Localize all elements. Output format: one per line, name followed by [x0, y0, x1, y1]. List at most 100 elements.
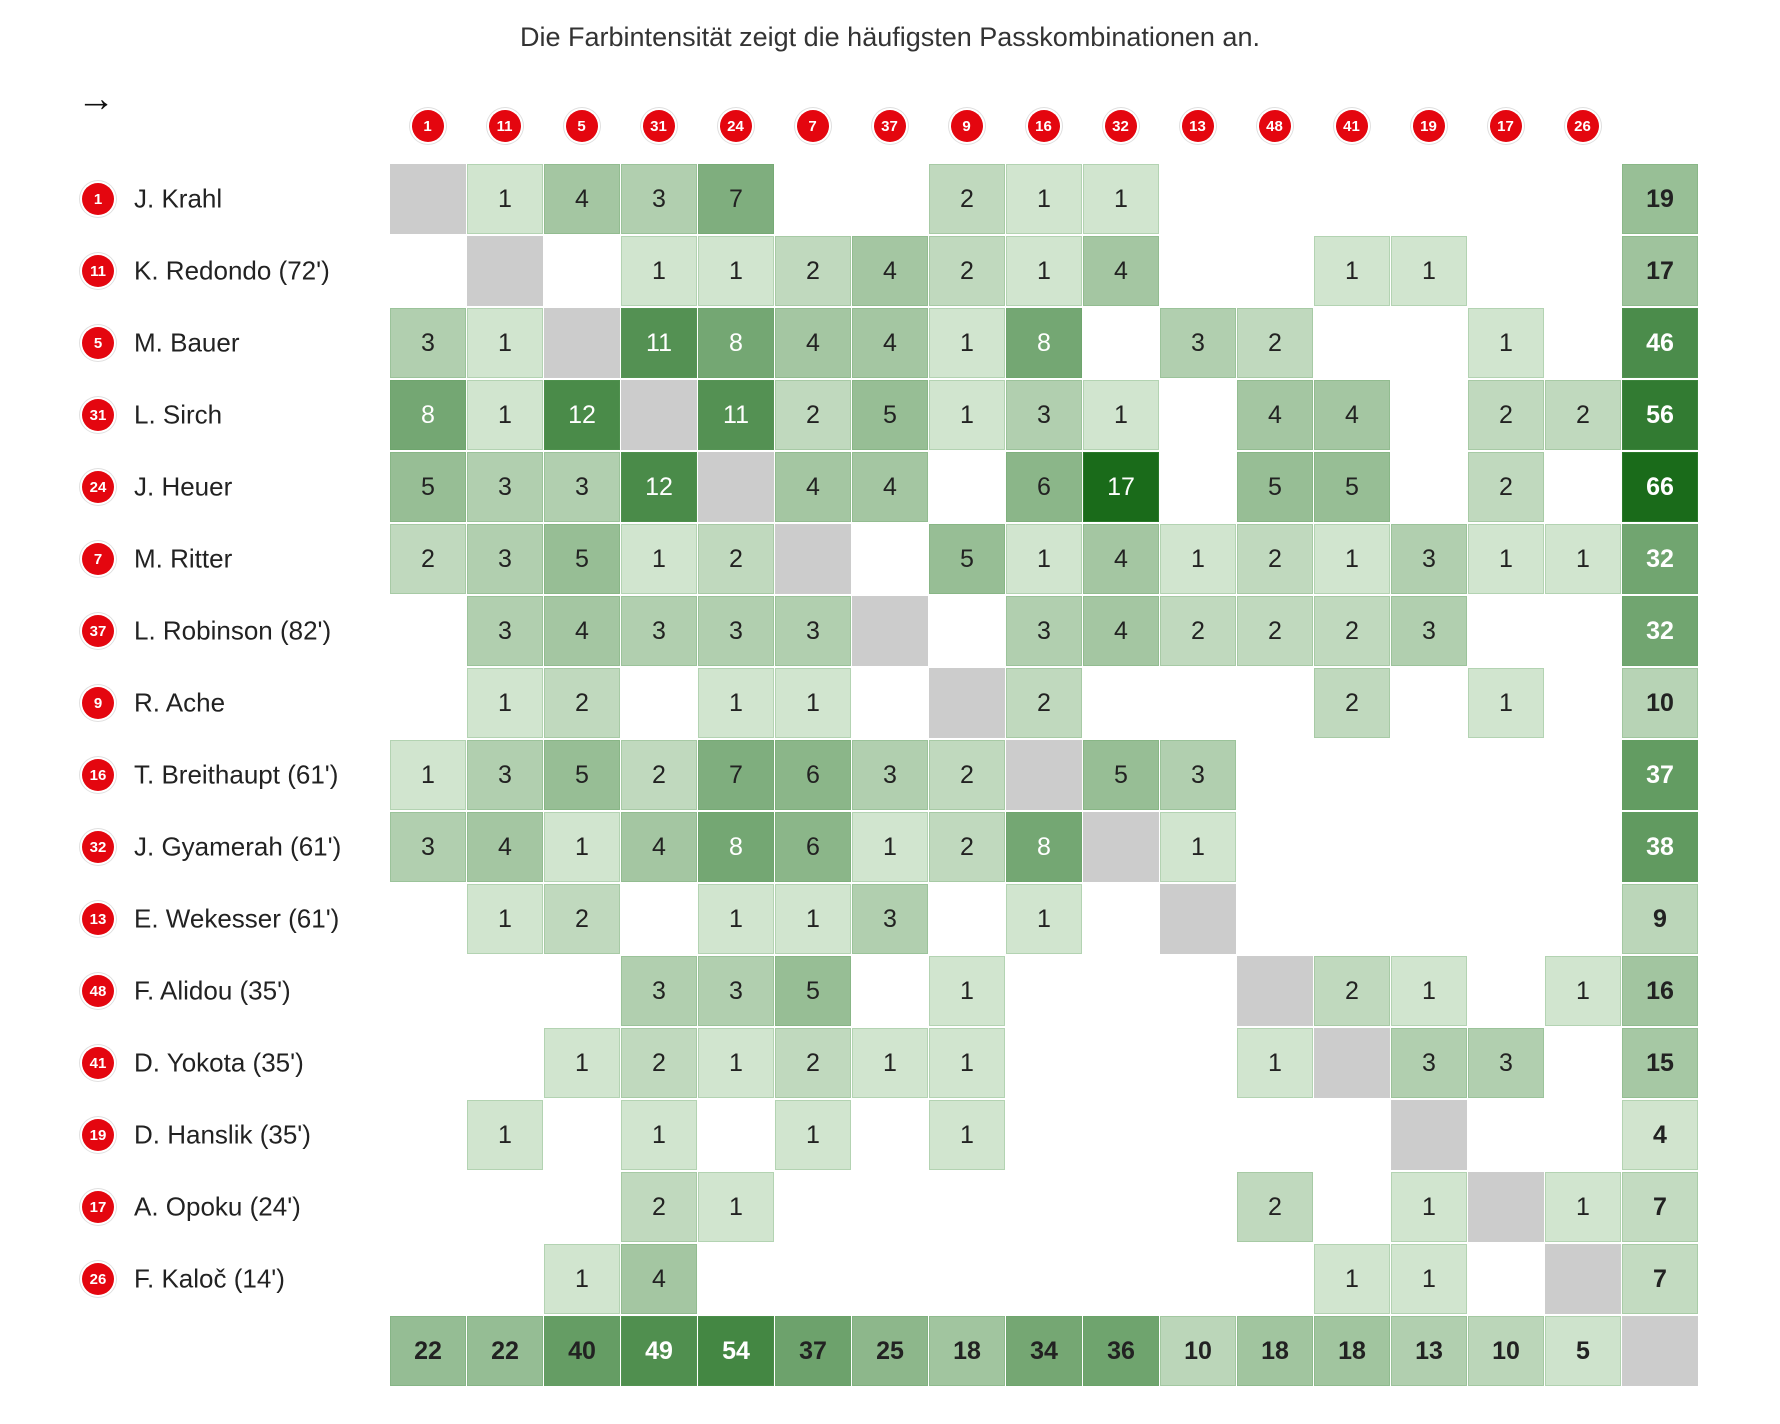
column-total-cell: 36: [1083, 1316, 1159, 1386]
player-name: R. Ache: [134, 687, 226, 718]
pass-count-cell: 4: [852, 236, 928, 306]
row-total-cell: 16: [1622, 956, 1698, 1026]
pass-count-cell: 3: [390, 812, 466, 882]
row-total-cell: 66: [1622, 452, 1698, 522]
pass-count-cell: 2: [1314, 668, 1390, 738]
column-player-badge: 1: [411, 110, 444, 142]
pass-count-cell: 1: [1314, 524, 1390, 594]
pass-count-cell: 1: [621, 1100, 697, 1170]
row-player-badge: 5: [82, 327, 114, 359]
column-player-badge: 17: [1489, 110, 1522, 142]
column-player-badge: 5: [565, 110, 598, 142]
pass-count-cell: 8: [698, 308, 774, 378]
pass-count-cell: 2: [621, 1172, 697, 1242]
pass-count-cell: 12: [621, 452, 697, 522]
pass-count-cell: 2: [1237, 596, 1313, 666]
pass-count-cell: 2: [775, 236, 851, 306]
row-player-badge: 32: [82, 831, 114, 863]
pass-count-cell: 1: [1083, 164, 1159, 234]
pass-count-cell: 2: [544, 884, 620, 954]
pass-count-cell: 3: [467, 596, 543, 666]
pass-count-cell: 2: [1468, 452, 1544, 522]
row-total-cell: 7: [1622, 1244, 1698, 1314]
row-total-cell: 15: [1622, 1028, 1698, 1098]
column-total-cell: 10: [1160, 1316, 1236, 1386]
row-player-badge: 13: [82, 903, 114, 935]
row-player-badge: 7: [82, 543, 114, 575]
pass-count-cell: 4: [1083, 596, 1159, 666]
column-player-badge: 11: [488, 110, 521, 142]
pass-count-cell: 2: [390, 524, 466, 594]
row-player-badge: 16: [82, 759, 114, 791]
row-total-cell: 17: [1622, 236, 1698, 306]
column-total-cell: 22: [390, 1316, 466, 1386]
pass-count-cell: 1: [467, 380, 543, 450]
pass-count-cell: 6: [775, 740, 851, 810]
row-player-badge: 1: [82, 183, 114, 215]
pass-count-cell: 6: [1006, 452, 1082, 522]
row-player-badge: 17: [82, 1191, 114, 1223]
pass-count-cell: 4: [621, 1244, 697, 1314]
row-player-badge: 41: [82, 1047, 114, 1079]
diagonal-cell: [698, 452, 774, 522]
pass-count-cell: 5: [852, 380, 928, 450]
player-name: D. Hanslik (35'): [134, 1119, 311, 1150]
pass-count-cell: 3: [1006, 596, 1082, 666]
pass-count-cell: 2: [621, 1028, 697, 1098]
pass-count-cell: 4: [1237, 380, 1313, 450]
row-player-badge: 19: [82, 1119, 114, 1151]
pass-count-cell: 1: [1006, 884, 1082, 954]
pass-count-cell: 4: [544, 164, 620, 234]
pass-count-cell: 1: [698, 1028, 774, 1098]
diagonal-cell: [1391, 1100, 1467, 1170]
row-player-badge: 37: [82, 615, 114, 647]
pass-count-cell: 2: [1468, 380, 1544, 450]
pass-count-cell: 1: [467, 164, 543, 234]
pass-count-cell: 11: [698, 380, 774, 450]
pass-count-cell: 3: [467, 452, 543, 522]
pass-count-cell: 2: [1545, 380, 1621, 450]
row-total-cell: 9: [1622, 884, 1698, 954]
player-name: J. Heuer: [134, 471, 233, 502]
pass-count-cell: 5: [390, 452, 466, 522]
column-total-cell: 22: [467, 1316, 543, 1386]
pass-count-cell: 4: [1314, 380, 1390, 450]
column-player-badge: 16: [1027, 110, 1060, 142]
player-name: F. Alidou (35'): [134, 975, 291, 1006]
chart-subtitle: Die Farbintensität zeigt die häufigsten …: [520, 22, 1260, 52]
pass-count-cell: 1: [775, 668, 851, 738]
pass-count-cell: 1: [1006, 236, 1082, 306]
pass-count-cell: 1: [1314, 1244, 1390, 1314]
pass-count-cell: 1: [621, 236, 697, 306]
pass-count-cell: 3: [544, 452, 620, 522]
pass-count-cell: 2: [1237, 308, 1313, 378]
pass-count-cell: 1: [1391, 1244, 1467, 1314]
pass-count-cell: 2: [775, 1028, 851, 1098]
row-total-cell: 56: [1622, 380, 1698, 450]
pass-count-cell: 1: [1006, 164, 1082, 234]
column-player-badge: 24: [719, 110, 752, 142]
pass-count-cell: 11: [621, 308, 697, 378]
pass-count-cell: 5: [1314, 452, 1390, 522]
player-name: K. Redondo (72'): [134, 255, 330, 286]
pass-count-cell: 4: [775, 452, 851, 522]
column-total-cell: 25: [852, 1316, 928, 1386]
column-total-cell: 18: [1237, 1316, 1313, 1386]
diagonal-cell: [1237, 956, 1313, 1026]
diagonal-cell: [929, 668, 1005, 738]
column-total-cell: 49: [621, 1316, 697, 1386]
player-name: M. Bauer: [134, 327, 240, 358]
column-total-cell: 34: [1006, 1316, 1082, 1386]
column-player-badge: 48: [1258, 110, 1291, 142]
column-player-badge: 37: [873, 110, 906, 142]
pass-count-cell: 2: [1314, 596, 1390, 666]
pass-count-cell: 1: [852, 1028, 928, 1098]
pass-count-cell: 5: [775, 956, 851, 1026]
pass-count-cell: 1: [467, 1100, 543, 1170]
pass-count-cell: 2: [775, 380, 851, 450]
row-player-badge: 9: [82, 687, 114, 719]
column-total-cell: 10: [1468, 1316, 1544, 1386]
pass-count-cell: 2: [698, 524, 774, 594]
pass-count-cell: 3: [852, 884, 928, 954]
pass-count-cell: 1: [698, 668, 774, 738]
